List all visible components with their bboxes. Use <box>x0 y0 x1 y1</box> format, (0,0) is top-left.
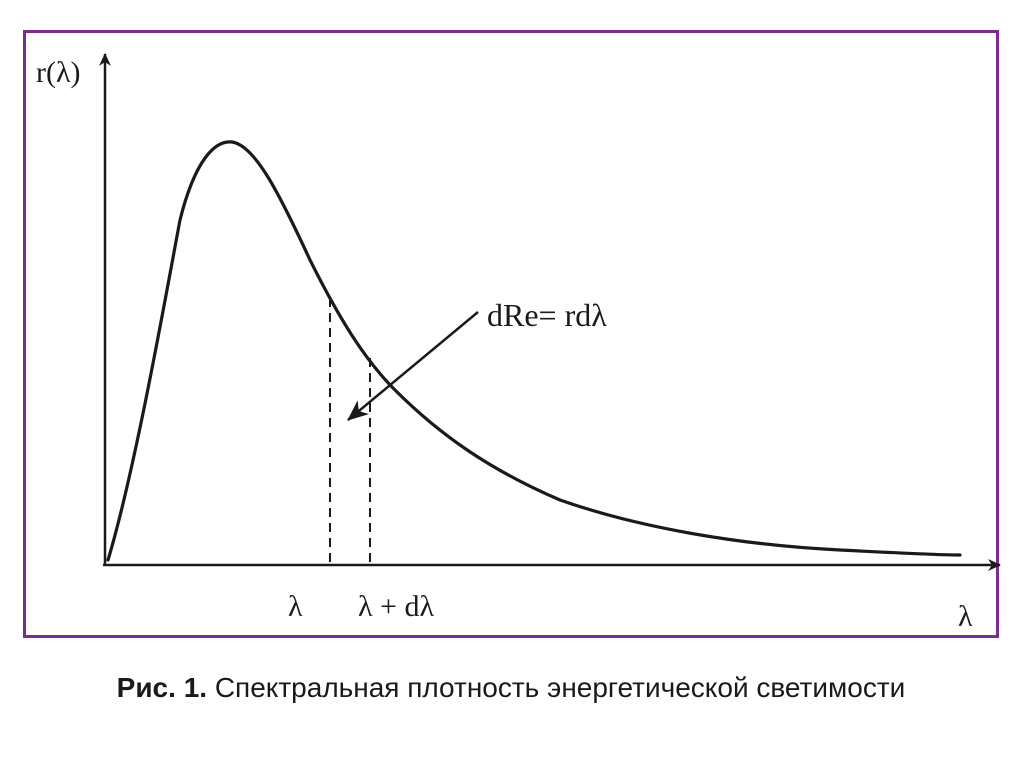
y-axis-label: r(λ) <box>36 56 81 89</box>
figure-caption: Рис. 1. Спектральная плотность энергетич… <box>23 672 999 704</box>
spectral-density-curve <box>106 140 962 562</box>
figure-frame <box>23 30 999 638</box>
annotation-pointer-arrow <box>347 311 479 421</box>
annotation-dre-label: dRe= rdλ <box>487 297 607 333</box>
tick-label-lambda-plus-dlambda: λ + dλ <box>358 590 434 623</box>
x-axis-label: λ <box>958 600 973 633</box>
caption-prefix: Рис. 1. <box>116 672 208 703</box>
caption-text: Спектральная плотность энергетической св… <box>214 672 906 703</box>
tick-label-lambda: λ <box>288 590 303 623</box>
